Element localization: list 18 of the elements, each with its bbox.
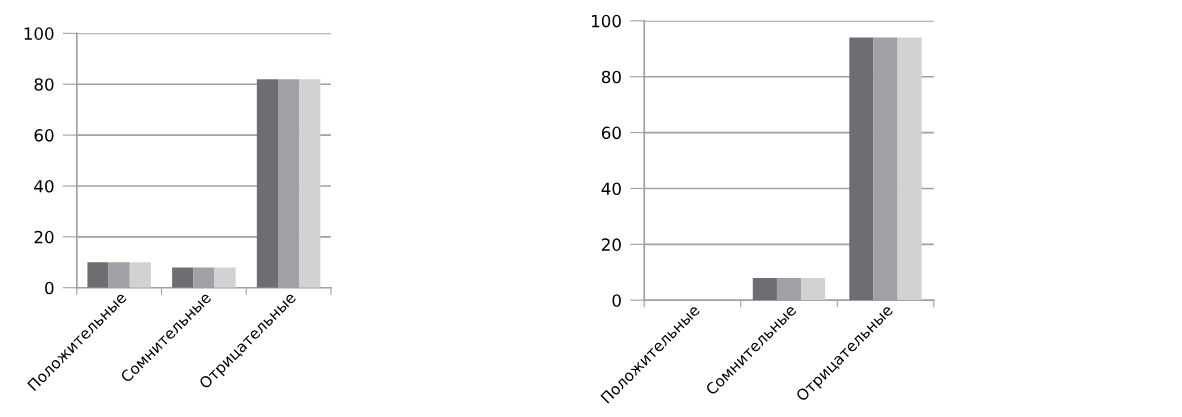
y-tick-label: 0: [612, 294, 621, 307]
y-tick-label: 80: [601, 70, 621, 84]
y-tick-label: 0: [45, 281, 54, 295]
y-tick-label: 80: [34, 78, 54, 91]
bar: [87, 262, 109, 288]
y-tick-label: 20: [34, 230, 54, 244]
bar: [129, 262, 151, 288]
bar: [172, 267, 194, 288]
y-tick-label: 100: [591, 14, 621, 28]
y-tick-label: 20: [601, 238, 621, 251]
bar: [299, 79, 321, 288]
y-tick-label: 60: [34, 129, 54, 142]
bar: [214, 267, 236, 288]
y-tick-label: 40: [34, 179, 54, 193]
y-tick-label: 100: [24, 27, 54, 40]
y-tick-label: 60: [601, 126, 621, 140]
y-tick-label: 40: [601, 182, 621, 196]
bar: [256, 79, 279, 288]
